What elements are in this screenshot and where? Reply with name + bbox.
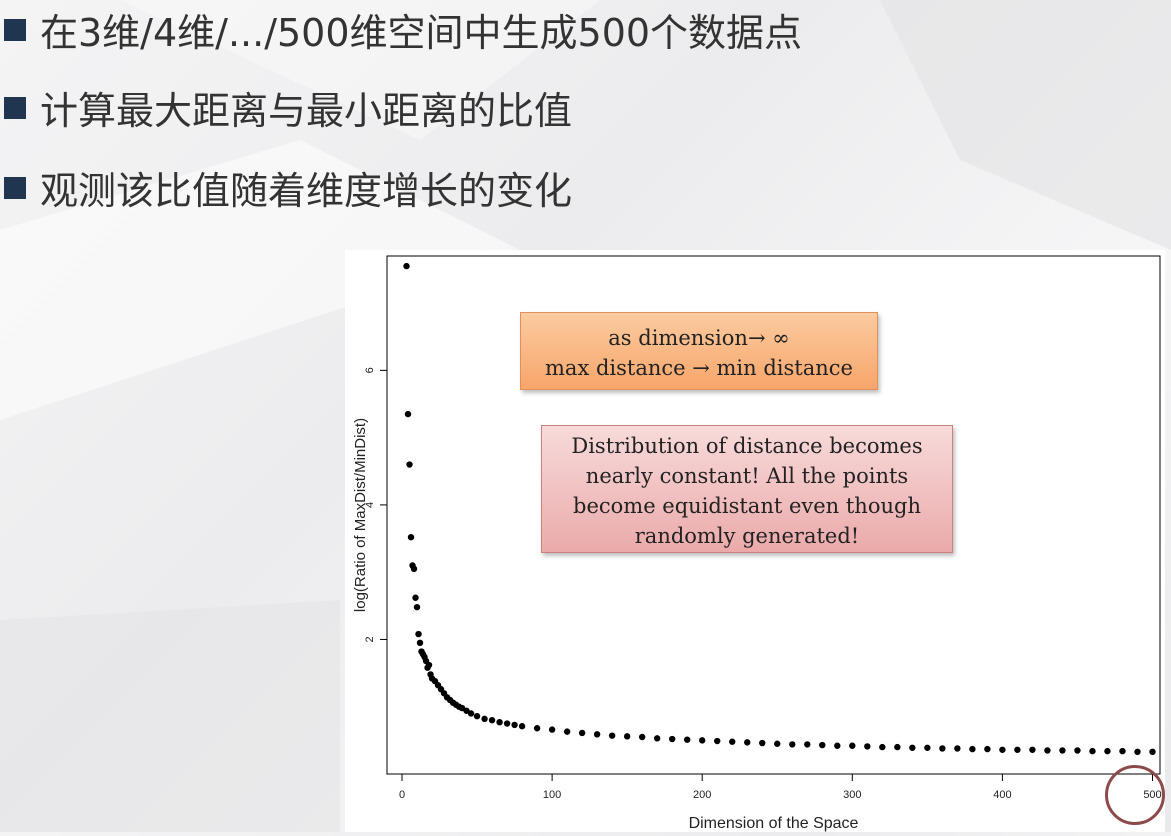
y-tick-label: 4 — [364, 502, 376, 508]
data-point — [638, 733, 646, 741]
x-tick-label: 200 — [693, 789, 711, 801]
annotation-line: become equidistant even though — [573, 494, 921, 518]
data-point — [406, 461, 413, 468]
x-axis: 0 100 200 300 400 500 — [399, 774, 1162, 801]
bullet-square-icon — [4, 176, 26, 199]
y-axis-label: log(Ratio of MaxDist/MinDist) — [352, 418, 369, 612]
data-point — [819, 741, 826, 749]
x-tick-label: 0 — [399, 789, 405, 801]
bullet-text: 观测该比值随着维度增长的变化 — [40, 169, 573, 213]
annotation-orange: as dimension→ ∞ max distance → min dista… — [520, 312, 878, 390]
bullet-item: 计算最大距离与最小距离的比值 — [4, 80, 572, 135]
bullet-text: 计算最大距离与最小距离的比值 — [40, 89, 573, 133]
x-tick-label: 100 — [543, 789, 561, 801]
data-point — [518, 723, 526, 730]
annotation-line: as dimension→ ∞ — [608, 326, 790, 350]
data-point — [467, 710, 475, 717]
data-point — [481, 715, 488, 723]
data-point — [849, 742, 856, 749]
x-axis-label: Dimension of the Space — [689, 815, 859, 832]
data-point — [496, 719, 503, 726]
data-point — [608, 732, 616, 739]
data-point — [410, 565, 418, 573]
data-point — [416, 639, 424, 647]
data-point — [1149, 748, 1156, 755]
data-point — [999, 746, 1006, 753]
data-points — [403, 262, 1156, 755]
data-point — [425, 661, 433, 669]
data-point — [653, 735, 661, 742]
data-point — [924, 744, 931, 751]
bullet-square-icon — [4, 18, 26, 41]
data-point — [403, 262, 410, 270]
data-point — [789, 741, 796, 748]
data-point — [714, 737, 721, 745]
data-point — [548, 726, 556, 733]
x-tick-label: 400 — [993, 789, 1011, 801]
annotation-line: randomly generated! — [634, 524, 860, 548]
data-point — [407, 534, 415, 541]
data-point — [1029, 746, 1036, 753]
data-point — [412, 594, 419, 601]
annotation-line: nearly constant! All the points — [585, 464, 909, 488]
data-point — [729, 738, 736, 745]
data-point — [404, 410, 412, 418]
y-tick-label: 6 — [364, 367, 376, 373]
data-point — [1074, 747, 1081, 754]
annotation-pink: Distribution of distance becomes nearly … — [541, 425, 953, 553]
data-point — [1059, 747, 1066, 754]
data-point — [415, 630, 422, 638]
data-point — [804, 741, 811, 748]
bullet-text: 在3维/4维/.../500维空间中生成500个数据点 — [40, 11, 803, 55]
data-point — [984, 745, 991, 753]
data-point — [744, 739, 751, 746]
bullet-item: 在3维/4维/.../500维空间中生成500个数据点 — [4, 2, 802, 57]
data-point — [834, 742, 841, 749]
annotation-line: Distribution of distance becomes — [571, 434, 923, 458]
data-point — [533, 725, 541, 732]
data-point — [668, 735, 676, 743]
data-point — [593, 731, 601, 738]
data-point — [488, 716, 496, 724]
y-axis: 2 4 6 — [364, 367, 387, 643]
data-point — [1134, 748, 1141, 755]
data-point — [699, 737, 706, 744]
data-point — [909, 744, 916, 751]
plot-frame — [386, 255, 1161, 775]
data-point — [879, 743, 886, 751]
data-point — [774, 740, 781, 747]
data-point — [683, 736, 691, 743]
data-point — [578, 729, 586, 737]
bullet-square-icon — [4, 96, 26, 119]
data-point — [413, 603, 421, 611]
data-point — [759, 739, 766, 747]
y-tick-label: 2 — [364, 636, 376, 642]
data-point — [1119, 747, 1126, 755]
data-point — [894, 743, 901, 751]
data-point — [1044, 747, 1051, 754]
x-tick-label: 300 — [843, 789, 861, 801]
bullet-item: 观测该比值随着维度增长的变化 — [4, 160, 572, 215]
data-point — [503, 720, 511, 727]
highlight-circle — [1105, 765, 1165, 825]
data-point — [864, 743, 871, 750]
data-point — [939, 745, 946, 752]
data-point — [1014, 746, 1021, 753]
data-point — [969, 745, 976, 753]
data-point — [511, 721, 518, 729]
data-point — [623, 733, 631, 740]
data-point — [1089, 747, 1096, 755]
data-point — [954, 745, 961, 752]
data-point — [563, 728, 571, 735]
data-point — [473, 712, 481, 720]
annotation-line: max distance → min distance — [545, 356, 853, 380]
data-point — [1104, 747, 1111, 755]
